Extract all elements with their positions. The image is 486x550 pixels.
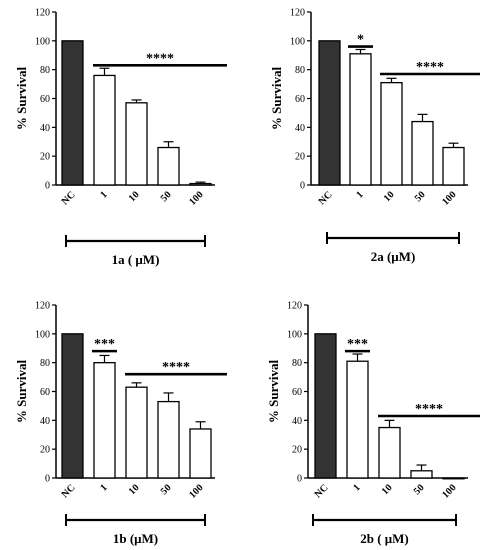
y-tick-label: 60 <box>40 94 50 105</box>
bar-10 <box>125 386 148 479</box>
x-tick-label-10: 10 <box>382 189 397 204</box>
significance-stars: **** <box>415 402 443 417</box>
y-tick-label: 120 <box>35 8 50 19</box>
y-tick-label: 0 <box>45 181 50 192</box>
y-axis-title: % Survival <box>14 67 29 131</box>
y-tick-label: 60 <box>292 387 302 398</box>
y-tick-label: 100 <box>35 329 50 340</box>
bar-NC <box>61 333 84 479</box>
x-tick-label-NC: NC <box>60 189 78 207</box>
y-tick-label: 120 <box>287 301 302 312</box>
x-tick-label-100: 100 <box>440 189 458 207</box>
y-tick-label: 0 <box>300 181 305 192</box>
bar-100 <box>189 428 212 479</box>
y-tick-label: 40 <box>295 123 305 134</box>
y-tick-label: 20 <box>40 152 50 163</box>
significance-stars: *** <box>347 337 368 352</box>
y-tick-label: 80 <box>295 65 305 76</box>
bar-10 <box>380 81 403 186</box>
x-axis-title: 2b ( μM) <box>360 531 409 546</box>
x-axis-title: 2a (μM) <box>371 249 416 264</box>
x-axis-title: 1b (μM) <box>113 531 158 546</box>
y-axis-title: % Survival <box>269 67 284 131</box>
y-tick-label: 40 <box>292 416 302 427</box>
x-tick-label-10: 10 <box>127 482 142 497</box>
significance-stars: *** <box>94 337 115 352</box>
bar-100 <box>442 146 465 186</box>
bar-NC <box>61 40 84 186</box>
y-tick-label: 80 <box>40 358 50 369</box>
significance-stars: **** <box>416 60 444 75</box>
x-tick-label-10: 10 <box>380 482 395 497</box>
y-tick-label: 60 <box>295 94 305 105</box>
y-tick-label: 100 <box>35 36 50 47</box>
y-tick-label: 80 <box>292 358 302 369</box>
x-tick-label-1: 1 <box>354 189 365 200</box>
y-tick-label: 20 <box>292 445 302 456</box>
x-axis-title: 1a ( μM) <box>112 252 160 267</box>
bar-NC <box>314 333 337 479</box>
y-tick-label: 80 <box>40 65 50 76</box>
x-tick-label-1: 1 <box>98 189 109 200</box>
y-tick-label: 100 <box>287 329 302 340</box>
x-tick-label-100: 100 <box>187 482 205 500</box>
significance-stars: **** <box>146 51 174 66</box>
x-tick-label-10: 10 <box>127 189 142 204</box>
y-axis-title: % Survival <box>266 360 281 424</box>
y-tick-label: 0 <box>45 474 50 485</box>
y-axis-title: % Survival <box>14 360 29 424</box>
x-tick-label-100: 100 <box>440 482 458 500</box>
y-tick-label: 60 <box>40 387 50 398</box>
bar-NC <box>318 40 341 186</box>
x-tick-label-1: 1 <box>351 482 362 493</box>
bar-1 <box>346 360 369 479</box>
y-tick-label: 20 <box>295 152 305 163</box>
y-tick-label: 100 <box>290 36 305 47</box>
x-tick-label-NC: NC <box>317 189 335 207</box>
x-tick-label-1: 1 <box>98 482 109 493</box>
x-tick-label-50: 50 <box>413 189 428 204</box>
bar-50 <box>157 400 180 479</box>
y-tick-label: 0 <box>297 474 302 485</box>
significance-stars: * <box>357 33 364 48</box>
x-tick-label-50: 50 <box>159 189 174 204</box>
bar-1 <box>93 74 116 186</box>
x-tick-label-50: 50 <box>159 482 174 497</box>
x-tick-label-NC: NC <box>313 482 331 500</box>
bar-50 <box>157 146 180 186</box>
bar-100 <box>189 182 212 186</box>
bar-1 <box>349 53 372 186</box>
bar-10 <box>125 102 148 186</box>
bar-50 <box>411 120 434 186</box>
bar-100 <box>442 477 465 480</box>
y-tick-label: 40 <box>40 416 50 427</box>
y-tick-label: 40 <box>40 123 50 134</box>
y-tick-label: 20 <box>40 445 50 456</box>
y-tick-label: 120 <box>290 8 305 19</box>
y-tick-label: 120 <box>35 301 50 312</box>
x-tick-label-50: 50 <box>412 482 427 497</box>
x-tick-label-NC: NC <box>60 482 78 500</box>
bar-50 <box>410 470 433 479</box>
x-tick-label-100: 100 <box>187 189 205 207</box>
chart-panel-1: 0 20 40 60 80 100 120 % Survival NC 1 10 50 100 **** 1… <box>14 8 227 267</box>
significance-stars: **** <box>162 360 190 375</box>
bar-10 <box>378 426 401 479</box>
bar-1 <box>93 362 116 479</box>
